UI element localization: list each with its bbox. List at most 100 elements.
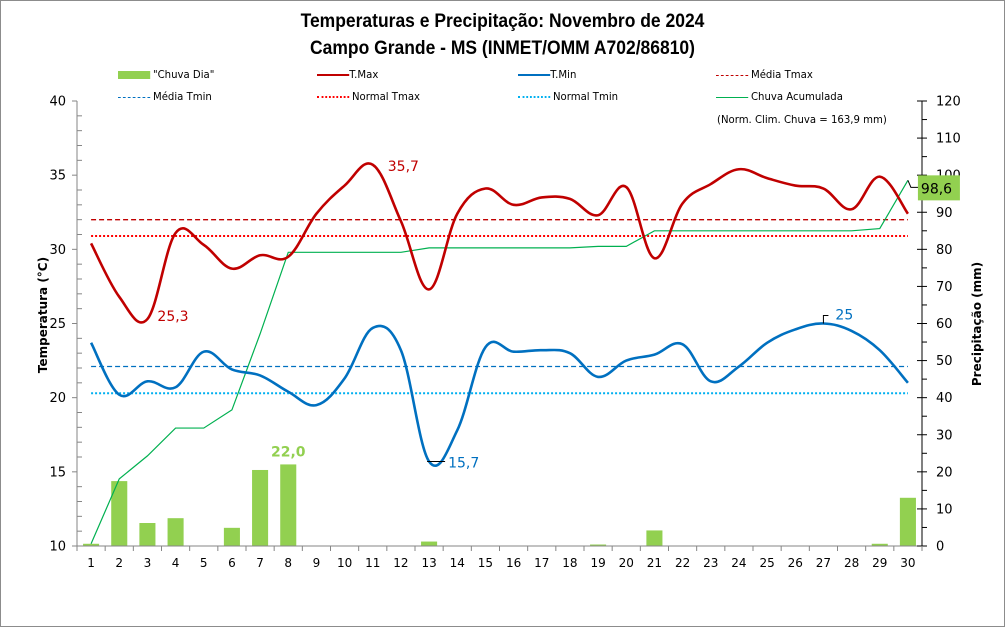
leader-line xyxy=(822,315,829,324)
y-tick-label-right: 90 xyxy=(936,206,953,221)
y-tick-label-right: 110 xyxy=(936,132,961,147)
x-tick-label: 9 xyxy=(313,556,321,570)
x-tick-label: 27 xyxy=(816,556,831,570)
x-tick-label: 3 xyxy=(144,556,152,570)
data-label: 25,3 xyxy=(157,309,188,325)
legend-normal-tmin: Normal Tmin xyxy=(518,90,618,104)
y-tick-label-left: 20 xyxy=(49,391,66,406)
legend-swatch-chuva-dia xyxy=(118,71,151,79)
bar-chuva-dia-7 xyxy=(252,469,269,546)
x-tick-label: 6 xyxy=(228,556,236,570)
legend-normal-tmax: Normal Tmax xyxy=(317,90,420,104)
bar-chuva-dia-3 xyxy=(139,523,156,546)
legend-label: Chuva Acumulada xyxy=(750,90,843,103)
x-tick-label: 24 xyxy=(731,556,746,570)
data-label: 98,6 xyxy=(921,181,952,197)
y-tick-label-right: 50 xyxy=(936,354,953,369)
x-tick-label: 17 xyxy=(534,556,549,570)
line-chuva-acumulada xyxy=(90,180,909,545)
y-tick-label-right: 120 xyxy=(936,95,961,110)
x-tick-label: 10 xyxy=(337,556,352,570)
x-tick-label: 15 xyxy=(478,556,493,570)
legend-tmin: T.Min xyxy=(518,68,576,82)
legend-swatch-media-tmin xyxy=(118,96,151,98)
y-tick-label-left: 25 xyxy=(49,317,66,332)
x-tick-label: 1 xyxy=(87,556,95,570)
axes: 1015202530354001020304050607080901001101… xyxy=(49,95,960,571)
bar-chuva-dia-6 xyxy=(223,527,240,546)
bar-chuva-dia-29 xyxy=(871,543,888,546)
chart-subtitle: Campo Grande - MS (INMET/OMM A702/86810) xyxy=(310,38,695,59)
y-tick-label-right: 20 xyxy=(936,465,953,480)
x-tick-label: 20 xyxy=(619,556,634,570)
y-tick-label-right: 10 xyxy=(936,502,953,517)
x-tick-label: 5 xyxy=(200,556,208,570)
legend-swatch-tmax xyxy=(317,74,350,76)
bar-chuva-dia-21 xyxy=(646,530,663,546)
x-tick-label: 13 xyxy=(421,556,436,570)
x-tick-label: 26 xyxy=(788,556,803,570)
data-label: 15,7 xyxy=(448,455,479,471)
reference-lines xyxy=(91,219,908,395)
x-tick-label: 22 xyxy=(675,556,690,570)
x-tick-label: 21 xyxy=(647,556,662,570)
legend-label: Média Tmin xyxy=(152,90,212,103)
bars-chuva-dia xyxy=(83,464,916,546)
bar-chuva-dia-4 xyxy=(167,518,184,546)
legend-swatch-chuva-acumulada xyxy=(716,96,749,98)
data-label: 35,7 xyxy=(388,159,419,175)
y-tick-label-right: 30 xyxy=(936,428,953,443)
chart-title: Temperaturas e Precipitação: Novembro de… xyxy=(300,11,705,32)
y-tick-label-right: 40 xyxy=(936,391,953,406)
legend-label: T.Min xyxy=(550,68,577,81)
x-tick-label: 4 xyxy=(172,556,180,570)
legend-label: "Chuva Dia" xyxy=(152,68,215,81)
bar-chuva-dia-1 xyxy=(83,543,100,546)
x-tick-label: 16 xyxy=(506,556,521,570)
x-tick-label: 28 xyxy=(844,556,859,570)
line-tmin xyxy=(89,322,909,468)
normal-rain-note: (Norm. Clim. Chuva = 163,9 mm) xyxy=(717,113,887,126)
y-tick-label-left: 15 xyxy=(49,465,66,480)
data-labels: 25,3 35,7 15,7 25 22,0 98,6 xyxy=(157,159,960,471)
legend-swatch-media-tmax xyxy=(716,74,749,76)
legend-tmax: T.Max xyxy=(317,68,378,82)
x-tick-label: 11 xyxy=(365,556,380,570)
legend-chuva-acumulada: Chuva Acumulada xyxy=(716,90,843,104)
bar-chuva-dia-2 xyxy=(111,481,128,546)
bar-chuva-dia-13 xyxy=(421,541,438,546)
x-tick-label: 12 xyxy=(393,556,408,570)
x-tick-label: 18 xyxy=(562,556,577,570)
legend-label: T.Max xyxy=(349,68,379,81)
x-tick-label: 29 xyxy=(872,556,887,570)
bar-chuva-dia-8 xyxy=(280,464,297,546)
y-tick-label-left: 35 xyxy=(49,169,66,184)
y-tick-label-right: 80 xyxy=(936,243,953,258)
y-tick-label-right: 0 xyxy=(936,540,944,555)
x-tick-label: 14 xyxy=(450,556,465,570)
y-tick-label-left: 30 xyxy=(49,243,66,258)
bar-chuva-dia-19 xyxy=(590,544,607,546)
legend-media-tmin: Média Tmin xyxy=(118,90,212,104)
label-box-chuva-acumulada xyxy=(917,175,960,201)
x-tick-label: 2 xyxy=(115,556,123,570)
legend-swatch-normal-tmin xyxy=(518,96,551,98)
series-lines xyxy=(89,162,909,545)
legend-label: Normal Tmax xyxy=(351,90,421,103)
y-tick-label-left: 10 xyxy=(49,540,66,555)
y-tick-label-right: 70 xyxy=(936,280,953,295)
y-tick-label-right: 60 xyxy=(936,317,953,332)
x-tick-label: 30 xyxy=(900,556,915,570)
x-tick-label: 7 xyxy=(256,556,264,570)
leader-line xyxy=(907,180,919,188)
legend-label: Normal Tmin xyxy=(552,90,619,103)
y-tick-label-left: 40 xyxy=(49,95,66,110)
x-tick-label: 25 xyxy=(759,556,774,570)
legend-swatch-tmin xyxy=(518,74,551,76)
x-tick-label: 19 xyxy=(590,556,605,570)
legend-chuva-dia: "Chuva Dia" xyxy=(118,68,214,82)
data-label: 22,0 xyxy=(271,444,306,460)
line-tmax xyxy=(89,162,909,324)
